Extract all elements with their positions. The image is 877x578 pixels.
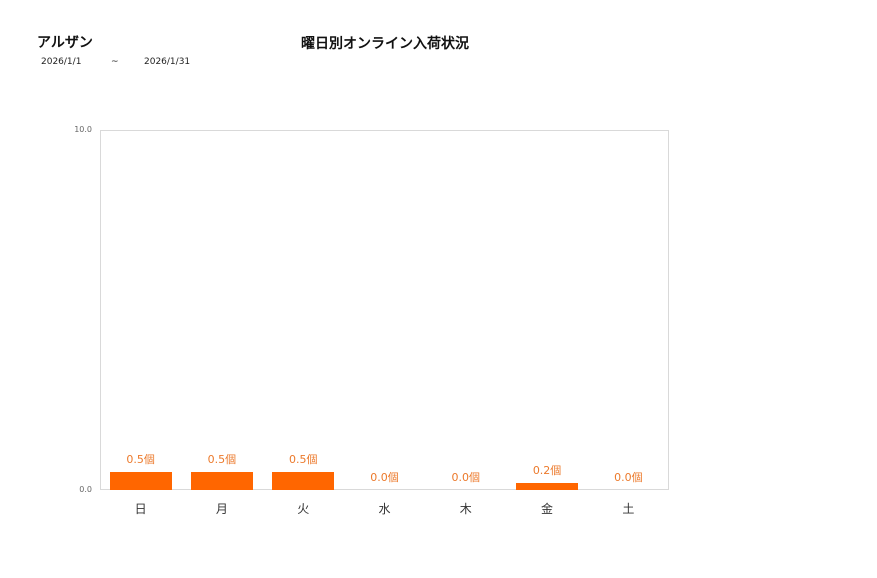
store-name: アルザン: [37, 35, 93, 51]
x-tick-label: 金: [541, 502, 554, 516]
bar: [272, 472, 335, 490]
bar-value-label: 0.5個: [288, 453, 318, 466]
x-tick-label: 水: [378, 502, 391, 516]
bar-value-label: 0.0個: [614, 471, 643, 484]
bar-value-label: 0.5個: [207, 453, 237, 466]
bar-value-label: 0.0個: [370, 471, 399, 484]
x-tick-label: 月: [215, 502, 228, 516]
x-tick-label: 火: [297, 502, 310, 516]
bar-value-label: 0.2個: [532, 464, 562, 477]
plot-area: [100, 130, 669, 490]
x-tick-label: 日: [134, 502, 147, 516]
date-separator: ~: [111, 57, 119, 67]
date-from: 2026/1/1: [41, 57, 82, 67]
bar: [516, 483, 579, 490]
x-tick-label: 木: [459, 502, 472, 516]
bar: [109, 472, 172, 490]
bar-value-label: 0.0個: [451, 471, 481, 484]
x-tick-label: 土: [622, 502, 635, 516]
y-tick-min: 0.0: [79, 485, 92, 494]
bar: [190, 472, 253, 490]
bar-value-label: 0.5個: [126, 453, 155, 466]
y-tick-max: 10.0: [74, 125, 92, 134]
chart-title: 曜日別オンライン入荷状況: [301, 36, 469, 52]
date-to: 2026/1/31: [144, 57, 191, 67]
